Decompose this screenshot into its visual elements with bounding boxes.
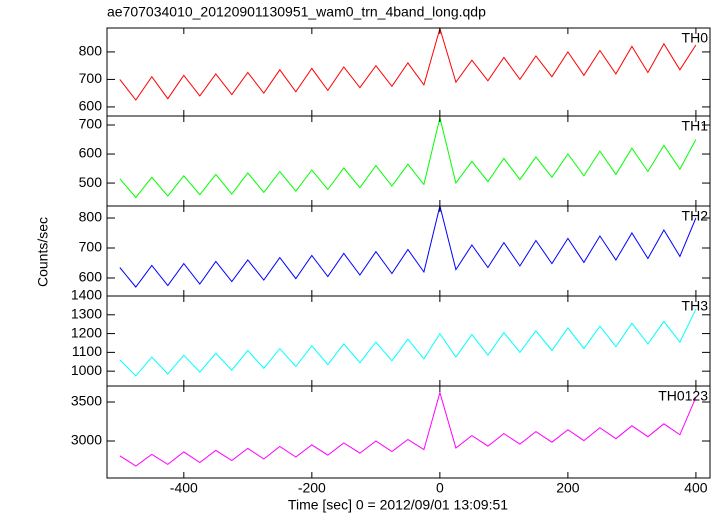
y-tick-label: 800 <box>79 209 103 225</box>
data-line <box>119 390 697 467</box>
y-tick-label: 1400 <box>71 287 102 303</box>
panel-label: TH0123 <box>658 388 708 404</box>
y-tick-label: 600 <box>79 145 103 161</box>
panel-label: TH1 <box>682 118 709 134</box>
x-tick-label: -400 <box>170 480 198 496</box>
y-tick-label: 700 <box>79 70 103 86</box>
x-axis-label: Time [sec] 0 = 2012/09/01 13:09:51 <box>288 497 508 513</box>
panel-label: TH3 <box>682 298 709 314</box>
y-tick-label: 700 <box>79 239 103 255</box>
data-line <box>119 308 697 377</box>
x-tick-label: -200 <box>298 480 326 496</box>
y-tick-label: 800 <box>79 43 103 59</box>
x-tick-label: 0 <box>436 480 444 496</box>
data-line <box>119 117 697 199</box>
y-tick-label: 600 <box>79 269 103 285</box>
chart-title: ae707034010_20120901130951_wam0_trn_4ban… <box>107 4 486 20</box>
y-tick-label: 1300 <box>71 305 102 321</box>
y-tick-label: 1200 <box>71 324 102 340</box>
y-tick-label: 1000 <box>71 362 102 378</box>
panel-frame <box>106 27 711 117</box>
panel-frame <box>106 385 711 479</box>
y-tick-label: 500 <box>79 174 103 190</box>
x-tick-label: 200 <box>556 480 580 496</box>
panel-label: TH0 <box>682 30 709 46</box>
data-line <box>119 26 697 101</box>
panel-label: TH2 <box>682 208 709 224</box>
y-tick-label: 3500 <box>71 393 102 409</box>
y-tick-label: 3000 <box>71 432 102 448</box>
data-line <box>119 205 697 288</box>
y-tick-label: 700 <box>79 116 103 132</box>
y-tick-label: 600 <box>79 98 103 114</box>
x-tick-label: 400 <box>684 480 708 496</box>
y-tick-label: 1100 <box>72 343 102 359</box>
y-axis-label: Counts/sec <box>35 217 51 287</box>
